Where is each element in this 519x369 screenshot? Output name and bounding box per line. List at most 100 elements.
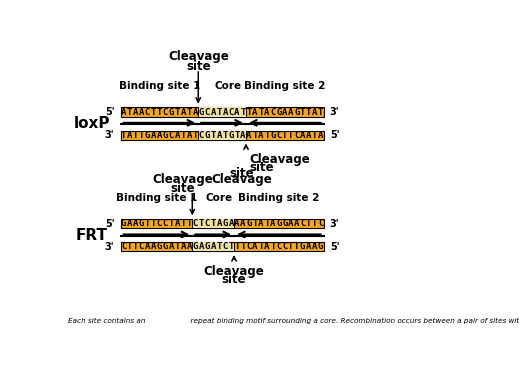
Text: A: A — [235, 219, 240, 228]
Text: 5': 5' — [105, 107, 115, 117]
Text: A: A — [216, 219, 222, 228]
Text: A: A — [211, 242, 216, 251]
Text: Binding site 1: Binding site 1 — [119, 81, 200, 91]
Text: C: C — [204, 219, 210, 228]
Bar — [198, 107, 246, 117]
Text: A: A — [270, 219, 276, 228]
Text: C: C — [163, 219, 168, 228]
Text: A: A — [247, 131, 252, 139]
Text: T: T — [127, 107, 132, 117]
Text: T: T — [258, 107, 264, 117]
Text: 3': 3' — [105, 242, 115, 252]
Text: Cleavage: Cleavage — [153, 173, 213, 186]
Text: A: A — [121, 107, 126, 117]
Bar — [121, 219, 323, 228]
Text: T: T — [216, 242, 222, 251]
Text: A: A — [187, 242, 192, 251]
Text: A: A — [318, 131, 323, 139]
Text: A: A — [193, 107, 198, 117]
Text: 3': 3' — [330, 107, 339, 117]
Text: T: T — [318, 107, 323, 117]
Text: A: A — [258, 219, 264, 228]
Text: T: T — [175, 107, 180, 117]
Text: G: G — [169, 107, 174, 117]
Text: T: T — [216, 107, 222, 117]
Text: C: C — [163, 107, 168, 117]
Text: C: C — [228, 107, 234, 117]
Text: T: T — [288, 242, 293, 251]
Text: A: A — [240, 219, 245, 228]
Text: C: C — [145, 107, 150, 117]
Text: C: C — [276, 242, 281, 251]
Text: 5': 5' — [330, 130, 339, 140]
Text: A: A — [175, 131, 180, 139]
Text: A: A — [151, 131, 156, 139]
Text: T: T — [300, 107, 305, 117]
Text: Cleavage: Cleavage — [250, 153, 310, 166]
Text: G: G — [276, 219, 281, 228]
Text: Cleavage: Cleavage — [203, 265, 265, 277]
Text: T: T — [258, 242, 264, 251]
Text: C: C — [193, 219, 198, 228]
Text: T: T — [145, 219, 150, 228]
Text: A: A — [216, 131, 222, 139]
Text: FRT: FRT — [76, 228, 108, 243]
Text: A: A — [312, 107, 317, 117]
Text: A: A — [223, 107, 228, 117]
Text: A: A — [181, 242, 186, 251]
Text: G: G — [121, 219, 126, 228]
Text: site: site — [186, 60, 211, 73]
Text: A: A — [312, 242, 317, 251]
Text: G: G — [139, 219, 144, 228]
Text: G: G — [163, 131, 168, 139]
Text: G: G — [204, 242, 210, 251]
Text: G: G — [282, 219, 288, 228]
Text: A: A — [151, 242, 156, 251]
Text: C: C — [169, 131, 174, 139]
Text: site: site — [229, 167, 254, 180]
Text: T: T — [306, 219, 311, 228]
Text: T: T — [282, 131, 288, 139]
Text: G: G — [193, 242, 198, 251]
Text: T: T — [181, 219, 186, 228]
Text: A: A — [288, 219, 293, 228]
Bar — [121, 131, 323, 140]
Text: A: A — [306, 242, 311, 251]
Text: T: T — [157, 107, 162, 117]
Text: Core: Core — [215, 81, 242, 91]
Text: C: C — [157, 219, 162, 228]
Text: Each site contains an                    repeat binding motif surrounding a core: Each site contains an repeat binding mot… — [68, 318, 519, 324]
Text: Binding site 2: Binding site 2 — [244, 81, 325, 91]
Text: T: T — [187, 219, 192, 228]
Text: T: T — [121, 131, 126, 139]
Text: A: A — [169, 242, 174, 251]
Text: T: T — [151, 219, 156, 228]
Text: T: T — [139, 131, 144, 139]
Text: A: A — [133, 107, 138, 117]
Text: T: T — [133, 131, 138, 139]
Text: T: T — [240, 242, 245, 251]
Text: site: site — [250, 161, 275, 174]
Text: T: T — [199, 219, 204, 228]
Text: G: G — [145, 131, 150, 139]
Bar — [198, 131, 246, 140]
Text: G: G — [300, 242, 305, 251]
Text: T: T — [211, 219, 216, 228]
Text: T: T — [193, 131, 198, 139]
Text: A: A — [127, 131, 132, 139]
Text: C: C — [223, 242, 228, 251]
Text: T: T — [151, 107, 156, 117]
Text: C: C — [139, 242, 144, 251]
Text: T: T — [288, 131, 293, 139]
Text: G: G — [247, 219, 252, 228]
Text: C: C — [318, 219, 323, 228]
Text: 5': 5' — [105, 219, 115, 229]
Text: G: G — [199, 107, 204, 117]
Text: C: C — [247, 242, 252, 251]
Text: Core: Core — [206, 193, 233, 203]
Text: T: T — [270, 242, 276, 251]
Bar — [121, 242, 323, 251]
Text: T: T — [264, 131, 269, 139]
Text: C: C — [270, 107, 276, 117]
Text: A: A — [294, 219, 299, 228]
